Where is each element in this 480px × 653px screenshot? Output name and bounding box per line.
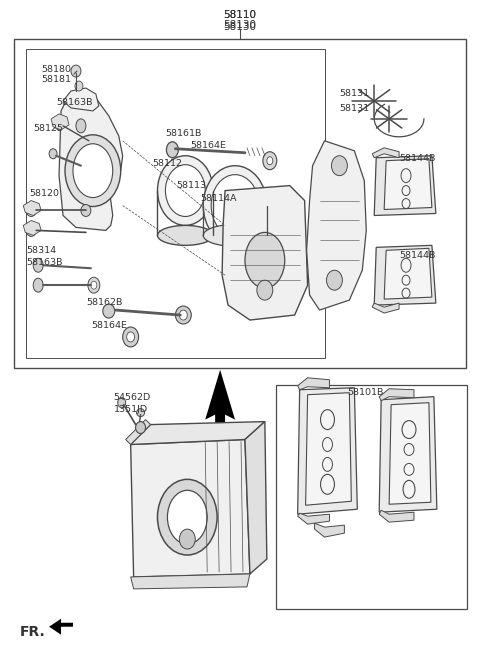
Text: 58163B: 58163B (56, 99, 93, 108)
Polygon shape (372, 148, 399, 158)
Text: 58114A: 58114A (200, 194, 237, 203)
Ellipse shape (332, 155, 348, 176)
Ellipse shape (127, 332, 134, 342)
Polygon shape (314, 523, 344, 537)
Polygon shape (379, 389, 414, 401)
Text: 58164E: 58164E (91, 321, 127, 330)
Text: 58161B: 58161B (166, 129, 202, 138)
Ellipse shape (203, 166, 267, 246)
Ellipse shape (166, 165, 205, 217)
Polygon shape (205, 370, 235, 454)
Text: 58101B: 58101B (348, 389, 384, 397)
Ellipse shape (136, 422, 145, 434)
Text: 58110: 58110 (224, 10, 256, 20)
Polygon shape (374, 246, 436, 305)
Polygon shape (49, 619, 73, 635)
Ellipse shape (203, 225, 267, 246)
Polygon shape (222, 185, 308, 320)
Text: 58144B: 58144B (399, 154, 435, 163)
Polygon shape (59, 98, 123, 231)
Ellipse shape (180, 529, 195, 549)
Polygon shape (23, 221, 41, 235)
Polygon shape (23, 200, 41, 215)
Ellipse shape (65, 135, 120, 206)
Polygon shape (298, 513, 329, 524)
Text: 58110: 58110 (224, 10, 256, 20)
Ellipse shape (157, 155, 213, 225)
Text: 58163B: 58163B (26, 258, 63, 267)
Text: 58131: 58131 (339, 89, 370, 99)
Ellipse shape (33, 259, 43, 272)
Text: 54562D: 54562D (114, 393, 151, 402)
Ellipse shape (263, 151, 277, 170)
Ellipse shape (123, 327, 139, 347)
Ellipse shape (81, 204, 91, 217)
Ellipse shape (118, 398, 126, 407)
Text: 58113: 58113 (176, 181, 206, 190)
Polygon shape (384, 248, 432, 299)
Ellipse shape (257, 280, 273, 300)
Ellipse shape (73, 144, 113, 198)
Polygon shape (372, 303, 399, 313)
Ellipse shape (168, 490, 207, 544)
Ellipse shape (88, 278, 100, 293)
Polygon shape (131, 439, 250, 577)
Text: 1351JD: 1351JD (114, 405, 148, 414)
Ellipse shape (157, 479, 217, 555)
Bar (14, 39, 466, 368)
Polygon shape (379, 397, 437, 512)
Text: 58180: 58180 (41, 65, 71, 74)
Polygon shape (63, 88, 99, 111)
Text: 58125: 58125 (33, 124, 63, 133)
Ellipse shape (54, 116, 64, 130)
Text: 58112: 58112 (153, 159, 182, 168)
Polygon shape (384, 159, 432, 210)
Ellipse shape (91, 281, 97, 289)
Ellipse shape (76, 119, 86, 133)
Text: 58181: 58181 (41, 74, 71, 84)
Polygon shape (131, 422, 265, 445)
Polygon shape (374, 155, 436, 215)
Ellipse shape (157, 225, 213, 246)
Ellipse shape (167, 142, 179, 158)
Ellipse shape (326, 270, 342, 290)
Polygon shape (298, 388, 357, 514)
Ellipse shape (137, 409, 144, 417)
Ellipse shape (49, 149, 57, 159)
Ellipse shape (180, 310, 187, 320)
Ellipse shape (26, 225, 36, 236)
Ellipse shape (211, 174, 259, 236)
Ellipse shape (245, 232, 285, 288)
Ellipse shape (267, 157, 273, 165)
Ellipse shape (75, 81, 83, 91)
Ellipse shape (33, 278, 43, 292)
Ellipse shape (175, 306, 192, 324)
Text: 58164E: 58164E (190, 141, 226, 150)
Polygon shape (298, 378, 329, 390)
Bar (276, 385, 467, 609)
Polygon shape (306, 392, 351, 505)
Polygon shape (307, 141, 366, 310)
Text: 58131: 58131 (339, 104, 370, 114)
Ellipse shape (26, 204, 36, 217)
Polygon shape (131, 574, 250, 589)
Polygon shape (389, 403, 431, 504)
Polygon shape (126, 420, 151, 445)
Polygon shape (245, 422, 267, 574)
Text: FR.: FR. (19, 625, 45, 639)
Text: 58162B: 58162B (86, 298, 122, 307)
Ellipse shape (103, 304, 115, 318)
Text: 58120: 58120 (29, 189, 59, 198)
Text: 58130: 58130 (224, 20, 256, 30)
Text: 58144B: 58144B (399, 251, 435, 260)
Polygon shape (379, 510, 414, 522)
Text: 58314: 58314 (26, 246, 56, 255)
Bar (26, 49, 324, 358)
Ellipse shape (71, 65, 81, 77)
Polygon shape (51, 114, 69, 130)
Text: 58130: 58130 (224, 22, 256, 32)
